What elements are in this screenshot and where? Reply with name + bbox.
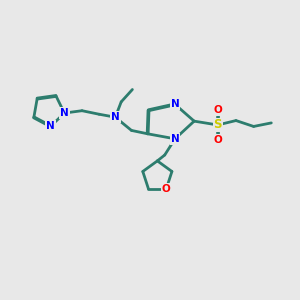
Text: N: N (46, 121, 55, 131)
Text: O: O (162, 184, 171, 194)
Text: N: N (111, 112, 120, 122)
Text: S: S (214, 118, 222, 131)
Text: O: O (214, 135, 223, 145)
Text: N: N (171, 134, 179, 144)
Text: N: N (60, 108, 69, 118)
Text: N: N (171, 99, 179, 110)
Text: O: O (214, 105, 223, 115)
